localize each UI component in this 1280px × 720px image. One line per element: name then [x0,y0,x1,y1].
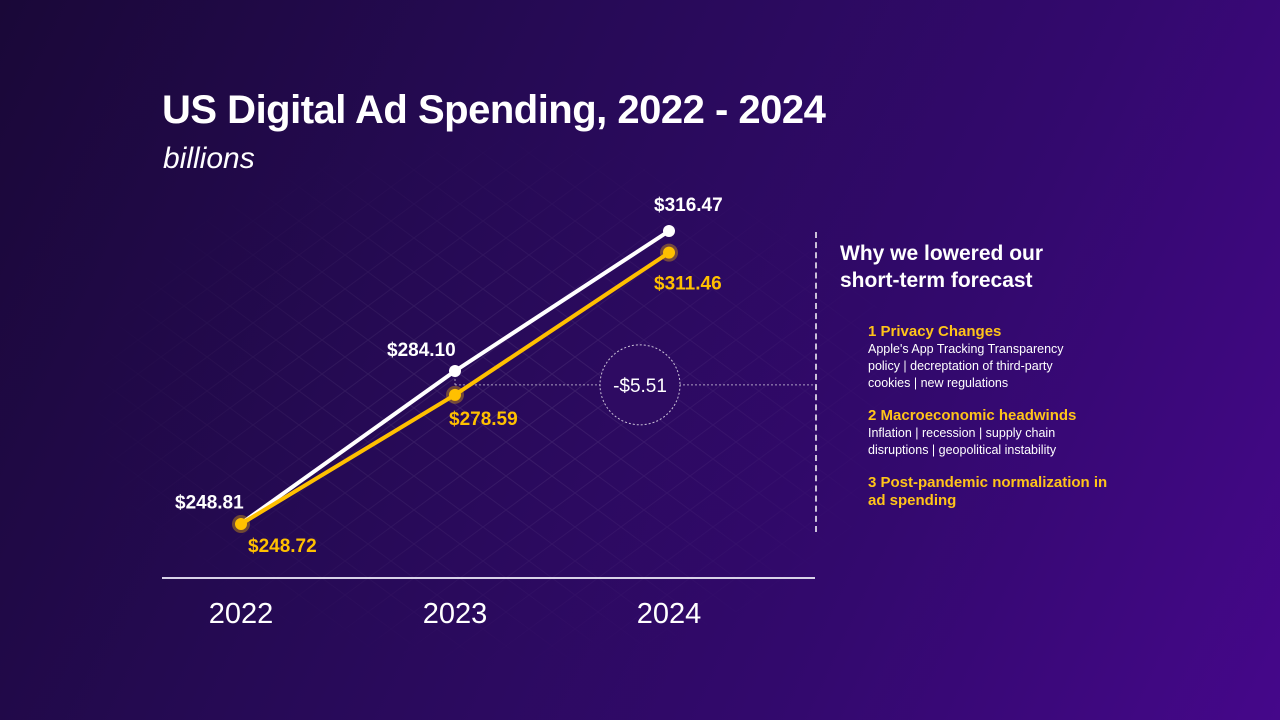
reason-title: 1 Privacy Changes [868,323,1002,340]
forecast-reasons-panel: Why we lowered our short-term forecast 1… [840,240,1140,525]
lowered-forecast-point [449,388,461,401]
lowered-forecast-data-label: $278.59 [449,409,518,430]
reason-title: 2 Macroeconomic headwinds [868,407,1077,424]
lowered-forecast-data-label: $311.46 [654,274,722,295]
difference-circle [599,344,681,426]
lowered-forecast-data-label: $248.72 [248,536,317,557]
x-tick-label: 2023 [423,598,488,630]
x-tick-label: 2024 [637,598,702,630]
chart-title: US Digital Ad Spending, 2022 - 2024 [162,88,826,132]
lowered-forecast-point [235,518,247,530]
reason-title: 3 Post-pandemic normalization in ad spen… [868,474,1108,509]
previous-forecast-data-label: $316.47 [654,195,723,216]
difference-label: -$5.51 [613,376,667,397]
reason-body: Apple's App Tracking Transparency policy… [868,342,1064,390]
previous-forecast-data-label: $284.10 [387,340,456,361]
previous-forecast-point [449,364,461,377]
panel-title: Why we lowered our short-term forecast [840,242,1044,292]
reason-item: 1 Privacy Changes Apple's App Tracking T… [868,323,1140,392]
panel-divider [815,232,817,532]
x-tick-label: 2022 [209,598,274,630]
previous-forecast-point [663,225,675,237]
reason-item: 3 Post-pandemic normalization in ad spen… [868,474,1140,510]
previous-forecast-data-label: $248.81 [175,493,244,514]
reason-item: 2 Macroeconomic headwinds Inflation | re… [868,407,1140,459]
lowered-forecast-point [663,246,675,259]
reason-body: Inflation | recession | supply chain dis… [868,426,1057,457]
chart-subtitle: billions [163,142,255,175]
